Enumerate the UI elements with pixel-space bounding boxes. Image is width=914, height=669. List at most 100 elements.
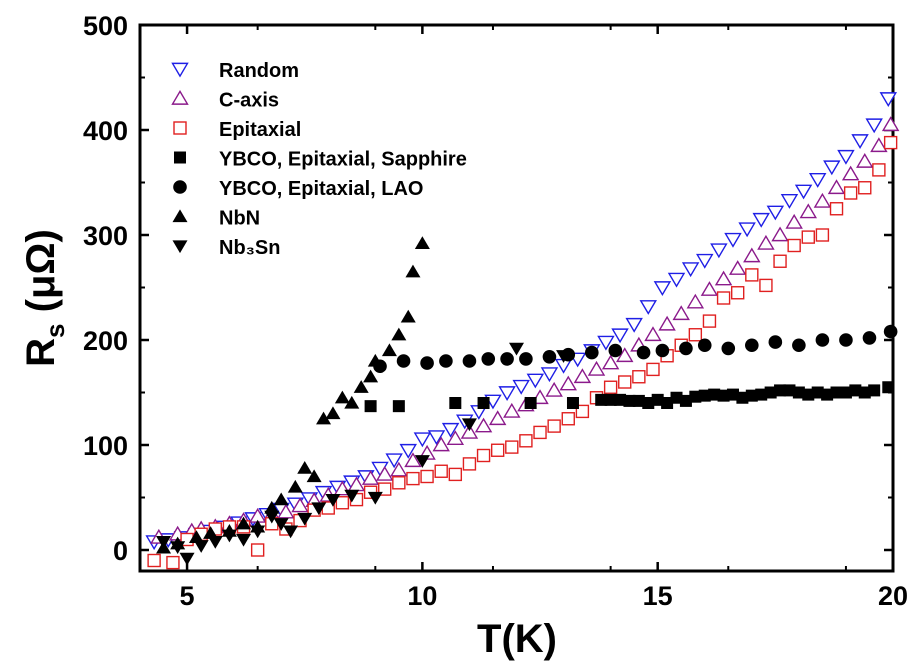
data-point xyxy=(441,422,460,438)
data-point xyxy=(883,324,898,339)
data-point xyxy=(653,281,672,297)
data-point xyxy=(851,134,869,150)
data-point xyxy=(381,343,397,357)
y-axis-label-unit: (μΩ) xyxy=(19,229,63,323)
data-point xyxy=(542,350,557,364)
data-point xyxy=(399,443,417,459)
legend-marker xyxy=(171,62,189,78)
data-point xyxy=(170,541,186,554)
data-point xyxy=(427,430,446,446)
data-point xyxy=(273,492,289,506)
data-point xyxy=(505,440,519,454)
data-point xyxy=(334,390,350,404)
data-point xyxy=(566,397,579,409)
data-point xyxy=(841,165,860,181)
data-point xyxy=(681,262,700,278)
y-tick-label: 100 xyxy=(83,431,128,461)
data-point xyxy=(404,452,422,468)
data-point xyxy=(614,393,627,406)
data-point xyxy=(839,333,853,347)
data-point xyxy=(794,184,813,200)
data-point xyxy=(651,393,664,406)
data-point xyxy=(414,236,430,250)
data-point xyxy=(364,400,377,413)
data-point xyxy=(858,181,872,195)
data-point xyxy=(420,469,434,484)
y-tick-label: 300 xyxy=(83,221,128,251)
data-point xyxy=(540,367,559,383)
legend-marker xyxy=(173,121,187,135)
data-point xyxy=(477,397,490,409)
data-point xyxy=(460,423,479,439)
y-tick-label: 0 xyxy=(113,536,128,566)
data-point xyxy=(792,386,805,399)
data-point xyxy=(392,400,405,413)
legend-label: YBCO, Epitaxial, LAO xyxy=(219,178,423,200)
data-point xyxy=(858,386,871,399)
x-axis-label: T(K) xyxy=(477,617,557,661)
data-point xyxy=(367,491,383,505)
data-point xyxy=(802,388,815,401)
data-point xyxy=(585,345,599,360)
data-point xyxy=(813,192,832,208)
data-point xyxy=(147,553,161,568)
data-point xyxy=(783,384,796,397)
data-point xyxy=(353,380,369,393)
data-point xyxy=(462,457,477,471)
data-point xyxy=(743,247,761,263)
legend-label: NbN xyxy=(219,208,260,230)
data-point xyxy=(646,362,660,377)
data-point xyxy=(414,455,430,468)
legend-label: Random xyxy=(219,60,299,82)
data-point xyxy=(644,326,662,342)
data-point xyxy=(636,345,651,360)
data-point xyxy=(745,389,758,402)
y-axis-label-sub: s xyxy=(40,323,70,337)
legend-marker xyxy=(172,240,188,254)
data-point xyxy=(708,388,721,401)
data-point xyxy=(639,300,657,315)
data-point xyxy=(808,173,827,188)
data-point xyxy=(390,461,408,477)
data-point xyxy=(449,397,462,409)
data-point xyxy=(862,331,877,345)
series-2 xyxy=(147,135,898,570)
x-tick-label: 15 xyxy=(643,581,673,611)
data-point xyxy=(250,543,265,557)
data-point xyxy=(837,149,855,165)
data-point xyxy=(547,419,561,433)
data-point xyxy=(446,430,465,446)
data-point xyxy=(533,425,547,440)
data-point xyxy=(250,525,266,539)
data-point xyxy=(881,116,900,132)
data-point xyxy=(632,370,646,384)
y-axis-label: Rs (μΩ) xyxy=(19,229,70,367)
data-point xyxy=(367,353,383,367)
data-point xyxy=(545,381,563,397)
data-point xyxy=(420,356,434,370)
data-point xyxy=(273,518,289,531)
data-point xyxy=(872,163,886,177)
data-point xyxy=(882,381,895,394)
data-point xyxy=(759,278,773,293)
data-point xyxy=(883,135,898,150)
data-point xyxy=(728,260,747,275)
data-point xyxy=(755,388,768,401)
data-point xyxy=(730,286,745,300)
data-point xyxy=(766,205,785,221)
data-point xyxy=(316,411,332,425)
data-point xyxy=(434,464,448,478)
data-point xyxy=(236,516,252,530)
data-point xyxy=(686,293,705,309)
data-point xyxy=(716,291,731,305)
data-point xyxy=(697,338,712,353)
data-point xyxy=(792,338,806,353)
data-point xyxy=(774,384,787,397)
data-point xyxy=(829,202,844,216)
data-point xyxy=(179,552,195,566)
data-point xyxy=(839,386,852,399)
data-point xyxy=(405,264,421,278)
data-point xyxy=(207,535,223,549)
data-point xyxy=(406,471,420,486)
